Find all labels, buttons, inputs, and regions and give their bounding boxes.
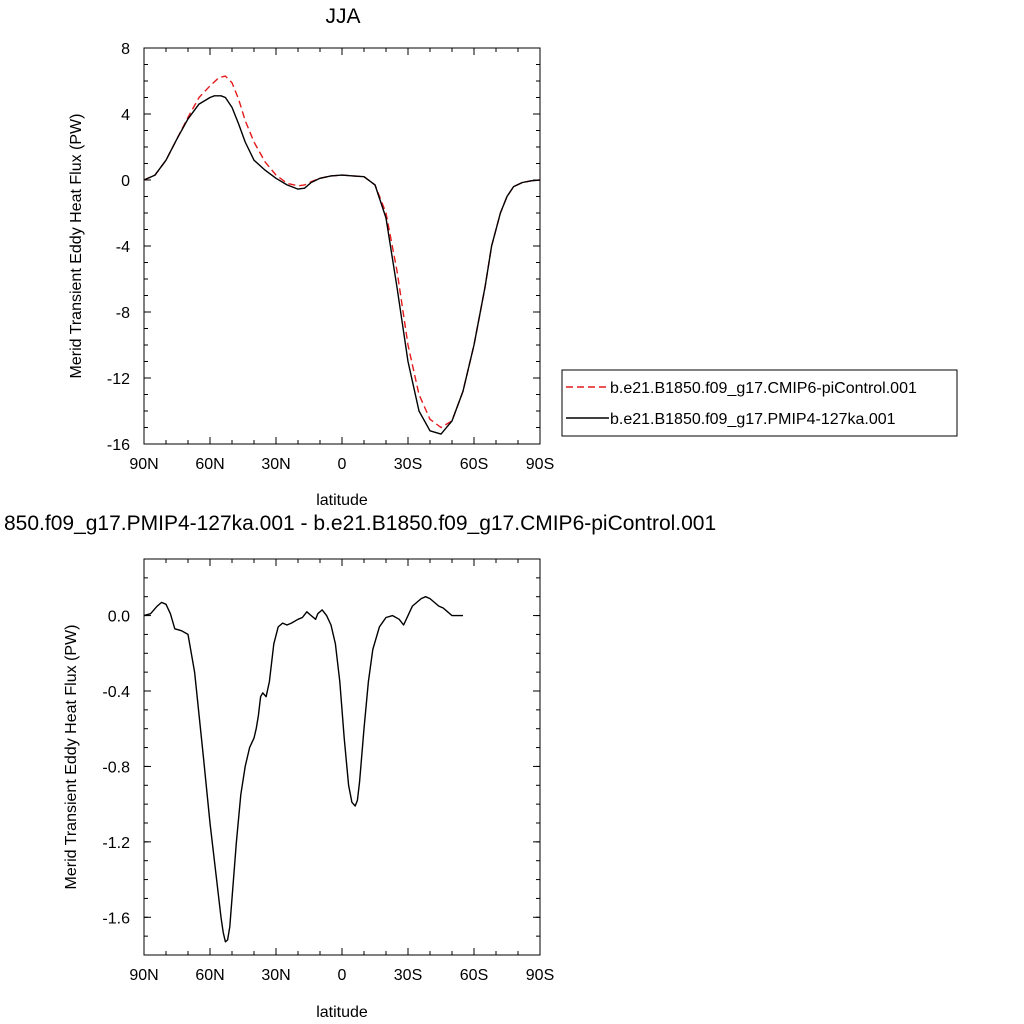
top-chart-title: JJA xyxy=(325,5,360,28)
x-tick-label: 90S xyxy=(526,456,554,473)
x-tick-label: 90N xyxy=(129,456,158,473)
x-tick-label: 0 xyxy=(338,456,347,473)
legend-label-127ka: b.e21.B1850.f09_g17.PMIP4-127ka.001 xyxy=(610,411,896,428)
series-line-0 xyxy=(143,596,463,943)
top-chart-panel: JJA 90N 60N 30N 0 30S 60S 90S 8 4 0 -4 -8 -12 -16 lat… xyxy=(68,5,958,509)
y-tick-label: 0.0 xyxy=(108,609,130,626)
y-tick-label: -0.4 xyxy=(102,684,130,701)
bottom-chart-title: 850.f09_g17.PMIP4-127ka.001 - b.e21.B185… xyxy=(4,512,716,535)
bottom-y-axis-label: Merid Transient Eddy Heat Flux (PW) xyxy=(63,625,80,890)
y-tick-label: 8 xyxy=(121,41,130,58)
legend-label-piControl: b.e21.B1850.f09_g17.CMIP6-piControl.001 xyxy=(610,380,917,397)
x-tick-label: 60N xyxy=(195,456,224,473)
series-line-0 xyxy=(143,75,541,429)
top-plot-area xyxy=(143,47,541,445)
bottom-chart-panel: 850.f09_g17.PMIP4-127ka.001 - b.e21.B185… xyxy=(4,512,716,1021)
bottom-series-lines xyxy=(143,596,463,943)
series-line-1 xyxy=(143,95,541,435)
x-tick-label: 30S xyxy=(394,456,422,473)
y-tick-label: -4 xyxy=(116,239,130,256)
x-tick-label: 30S xyxy=(394,967,422,984)
y-tick-label: 0 xyxy=(121,173,130,190)
x-tick-label: 60S xyxy=(460,456,488,473)
x-tick-label: 60S xyxy=(460,967,488,984)
y-tick-label: 4 xyxy=(121,107,130,124)
legend: b.e21.B1850.f09_g17.CMIP6-piControl.001 … xyxy=(561,369,958,437)
top-series-lines xyxy=(143,75,541,435)
y-tick-label: -16 xyxy=(107,437,130,454)
x-tick-label: 30N xyxy=(261,456,290,473)
x-tick-label: 30N xyxy=(261,967,290,984)
top-y-axis-label: Merid Transient Eddy Heat Flux (PW) xyxy=(68,114,85,379)
x-tick-label: 60N xyxy=(195,967,224,984)
y-tick-label: -1.6 xyxy=(102,910,130,927)
y-tick-label: -8 xyxy=(116,305,130,322)
y-tick-label: -1.2 xyxy=(102,835,130,852)
x-tick-label: 90N xyxy=(129,967,158,984)
bottom-axis-ticks: 90N 60N 30N 0 30S 60S 90S 0.0 -0.4 -0.8 -1.2 -1.6 xyxy=(102,558,554,984)
top-x-axis-label: latitude xyxy=(316,492,368,509)
legend-box xyxy=(561,369,958,437)
top-axis-ticks: 90N 60N 30N 0 30S 60S 90S 8 4 0 -4 -8 -12 -16 xyxy=(107,41,554,473)
bottom-x-axis-label: latitude xyxy=(316,1004,368,1021)
y-tick-label: -0.8 xyxy=(102,759,130,776)
x-tick-label: 90S xyxy=(526,967,554,984)
x-tick-label: 0 xyxy=(338,967,347,984)
y-tick-label: -12 xyxy=(107,371,130,388)
